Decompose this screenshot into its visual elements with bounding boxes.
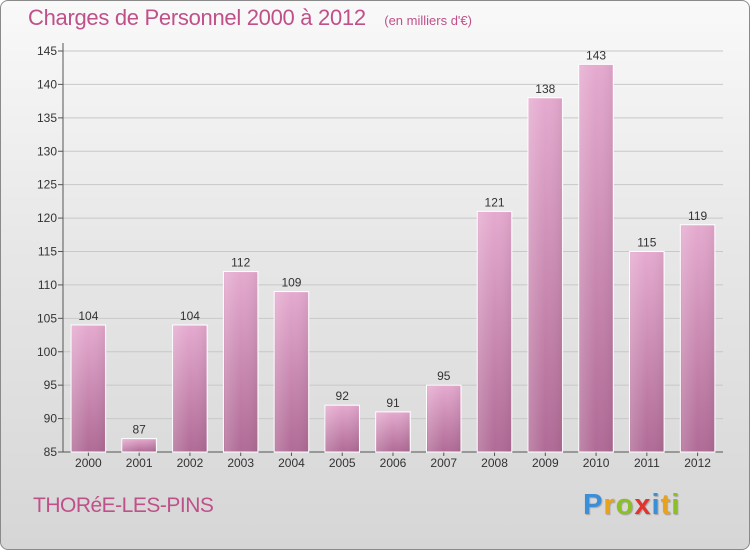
bar-shine [275,292,308,452]
y-tick-label: 105 [37,311,57,325]
axes [58,43,723,456]
bar-shine [681,225,714,452]
bar-shine [72,326,105,452]
chart-subtitle: (en milliers d'€) [384,13,472,28]
x-tick-label: 2000 [75,456,102,470]
x-tick-label: 2004 [278,456,305,470]
value-label: 95 [437,369,451,383]
bar-shine [478,212,511,452]
value-labels: 104 87 104 112 109 92 91 95 121 138 143 115 119 [78,48,707,436]
y-tick-label: 115 [38,245,57,259]
value-label: 109 [281,276,301,290]
y-tick-label: 100 [37,345,57,359]
grid-lines [63,50,723,453]
tick-labels: 85 90 95 100 105 110 115 120 125 130 135 140 145 2000… [37,44,711,470]
bar-shine [529,98,562,453]
bar-shine [325,406,359,452]
bar-shine [579,65,613,452]
logo-letter: i [671,489,681,521]
commune-name: THORéE-LES-PINS [33,494,214,517]
x-tick-label: 2005 [329,456,356,470]
value-label: 104 [180,309,200,323]
value-label: 119 [688,209,707,223]
value-label: 143 [586,48,606,62]
logo-letter: i [651,489,661,521]
x-tick-label: 2002 [177,456,204,470]
logo-letter: x [634,489,652,521]
x-tick-label: 2007 [430,456,457,470]
y-tick-label: 85 [44,445,58,459]
y-tick-label: 125 [37,178,57,192]
value-label: 115 [637,236,656,250]
y-tick-label: 145 [37,44,57,58]
y-tick-label: 90 [44,412,58,426]
x-tick-label: 2011 [634,456,660,470]
bars [70,63,716,453]
y-tick-label: 130 [37,144,57,158]
y-tick-label: 140 [37,77,57,91]
x-tick-label: 2009 [532,456,559,470]
value-label: 91 [386,396,400,410]
title-block: Charges de Personnel 2000 à 2012 (en mil… [28,5,472,31]
value-label: 121 [485,195,505,209]
logo-letter: P [583,489,604,521]
x-tick-label: 2006 [380,456,407,470]
y-tick-label: 110 [38,278,57,292]
value-label: 104 [78,309,98,323]
x-tick-label: 2001 [126,456,153,470]
bar-shine [122,439,156,452]
bar-shine [427,386,461,452]
value-label: 112 [231,256,250,270]
x-tick-label: 2008 [481,456,508,470]
logo-letter: o [615,489,635,521]
y-tick-label: 120 [37,211,57,225]
y-tick-label: 95 [44,378,58,392]
bar-shine [173,326,207,452]
value-label: 87 [132,423,146,437]
bar-shine [630,252,664,452]
value-label: 92 [336,389,350,403]
chart-title: Charges de Personnel 2000 à 2012 [28,5,366,30]
logo-letter: t [660,489,672,521]
proxiti-logo: Proxiti [583,489,680,522]
x-tick-label: 2003 [227,456,254,470]
bar-shine [224,272,257,452]
value-label: 138 [535,82,555,96]
x-tick-label: 2012 [684,456,711,470]
logo-letter: r [603,489,616,521]
bar-shine [376,412,410,452]
x-tick-label: 2010 [583,456,610,470]
y-tick-label: 135 [37,111,57,125]
